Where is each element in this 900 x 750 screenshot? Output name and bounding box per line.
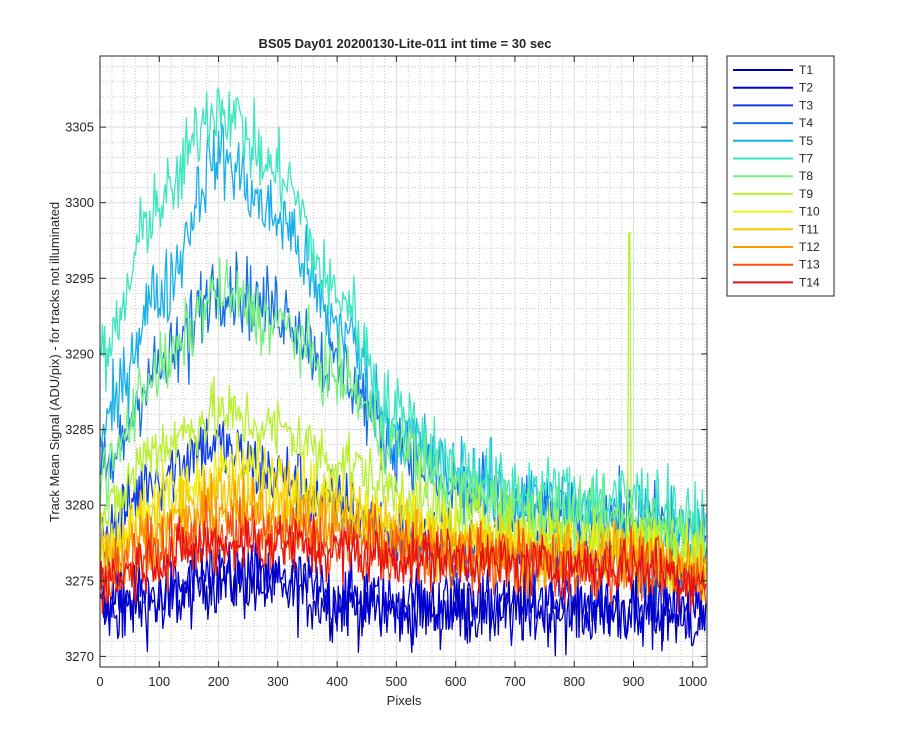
- legend-label-t9: T9: [799, 187, 813, 201]
- x-tick-label: 0: [96, 674, 103, 689]
- series-line-t2: [99, 528, 706, 652]
- x-tick-label: 1000: [678, 674, 707, 689]
- x-tick-label: 400: [326, 674, 348, 689]
- y-tick-label: 3295: [65, 271, 94, 286]
- legend-label-t8: T8: [799, 169, 813, 183]
- series-line-t5: [99, 123, 707, 572]
- series-layer: [99, 88, 707, 657]
- legend-label-t14: T14: [799, 275, 820, 289]
- legend-label-t3: T3: [799, 98, 813, 112]
- y-tick-label: 3280: [65, 498, 94, 513]
- x-tick-label: 900: [623, 674, 645, 689]
- y-tick-label: 3285: [65, 422, 94, 437]
- y-axis-label: Track Mean Signal (ADU/pix) - for tracks…: [47, 202, 62, 522]
- legend-label-t7: T7: [799, 152, 813, 166]
- legend-label-t4: T4: [799, 116, 813, 130]
- x-tick-label: 500: [386, 674, 408, 689]
- series-line-t13: [99, 495, 707, 606]
- y-tick-label: 3300: [65, 195, 94, 210]
- y-tick-label: 3290: [65, 346, 94, 361]
- y-axis-ticks: 3270 3275 3280 3285 3290 3295 3300 3305: [65, 120, 707, 664]
- y-tick-label: 3305: [65, 120, 94, 135]
- plot-border: [99, 55, 708, 668]
- y-tick-label: 3270: [65, 649, 94, 664]
- legend-label-t10: T10: [799, 205, 820, 219]
- chart-title: BS05 Day01 20200130-Lite-011 int time = …: [258, 36, 551, 51]
- x-tick-label: 100: [148, 674, 170, 689]
- legend-label-t1: T1: [799, 63, 813, 77]
- y-tick-label: 3275: [65, 573, 94, 588]
- x-tick-label: 600: [445, 674, 467, 689]
- series-line-t14: [99, 513, 707, 615]
- series-line-t8: [99, 256, 707, 567]
- x-tick-label: 800: [563, 674, 585, 689]
- x-axis-ticks: 0 100 200 300 400 500 600 700 800 900 1000: [96, 56, 707, 689]
- x-tick-label: 300: [267, 674, 289, 689]
- legend-label-t13: T13: [799, 258, 820, 272]
- legend-label-t11: T11: [799, 222, 819, 236]
- x-tick-label: 200: [208, 674, 230, 689]
- legend: T1 T2 T3 T4 T5 T7 T8 T9 T10 T11 T12 T13 T14: [726, 55, 835, 297]
- x-tick-label: 700: [504, 674, 526, 689]
- x-axis-label: Pixels: [387, 693, 422, 708]
- legend-label-t5: T5: [799, 134, 813, 148]
- legend-label-t2: T2: [799, 81, 813, 95]
- legend-label-t12: T12: [799, 240, 820, 254]
